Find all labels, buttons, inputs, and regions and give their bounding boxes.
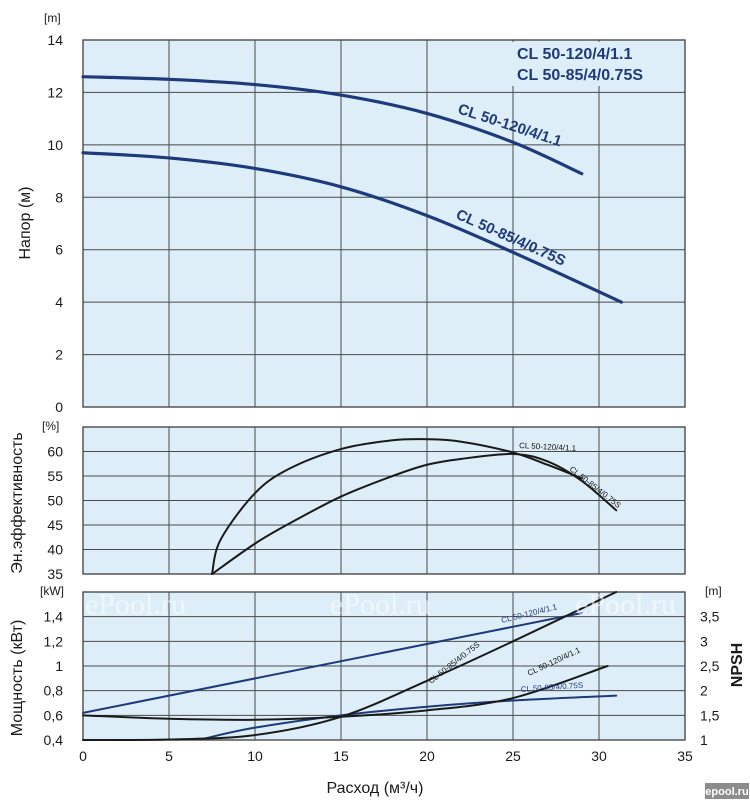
y2-tick-label: 2,5 [700, 658, 720, 674]
y-unit-power: [kW] [40, 584, 64, 598]
x-tick-label: 15 [333, 748, 349, 764]
x-tick-label: 5 [165, 748, 173, 764]
head-curve-2 [81, 151, 623, 304]
x-tick-label: 0 [79, 748, 87, 764]
brand-badge-text: epool.ru [705, 786, 748, 798]
y-tick-label: 0,8 [44, 683, 64, 699]
y-tick-label: 60 [47, 444, 63, 460]
y-tick-label: 1,2 [44, 633, 64, 649]
y-tick-label: 8 [55, 189, 63, 205]
watermark-text-fragment: ru [0, 588, 25, 621]
y-tick-label: 55 [47, 468, 63, 484]
y2-axis-title-npsh: NPSH [729, 643, 746, 687]
legend-entry: CL 50-85/4/0.75S [517, 67, 643, 84]
watermark-text: ePool.ru [85, 588, 186, 621]
x-axis-title: Расход (м³/ч) [327, 780, 424, 797]
y-tick-label: 35 [47, 566, 63, 582]
y-tick-label: 50 [47, 493, 63, 509]
y-tick-label: 40 [47, 542, 63, 558]
y-axis-title-head: Напор (м) [17, 186, 34, 259]
y-tick-label: 14 [47, 32, 63, 48]
y-tick-label: 0,4 [44, 732, 64, 748]
y2-tick-label: 1 [700, 732, 708, 748]
watermark-text: ePool.ru [330, 588, 431, 621]
y-tick-label: 1 [55, 658, 63, 674]
legend-box [511, 42, 683, 86]
power-curve-2 [202, 694, 618, 740]
y-axis-title-power: Мощность (кВт) [9, 620, 26, 737]
x-tick-label: 30 [591, 748, 607, 764]
y-tick-label: 2 [55, 347, 63, 363]
x-tick-label: 25 [505, 748, 521, 764]
y-unit-head: [m] [44, 11, 61, 25]
y2-tick-label: 1,5 [700, 707, 720, 723]
y-tick-label: 4 [55, 294, 63, 310]
efficiency-curve-label-1: CL 50-120/4/1.1 [519, 441, 577, 453]
x-tick-label: 35 [677, 748, 693, 764]
y2-tick-label: 2 [700, 683, 708, 699]
plot-panel-1 [82, 39, 686, 408]
npsh-curve-4 [82, 591, 618, 742]
x-tick-label: 10 [247, 748, 263, 764]
y-tick-label: 10 [47, 137, 63, 153]
y-tick-label: 0,6 [44, 707, 64, 723]
y-tick-label: 1,4 [44, 609, 64, 625]
y-axis-title-efficiency: Эн.эффективность [9, 432, 26, 574]
head-curve-1 [81, 75, 584, 176]
y-tick-label: 0 [55, 399, 63, 415]
brand-badge [705, 783, 749, 799]
y-tick-label: 45 [47, 517, 63, 533]
y-tick-label: 6 [55, 242, 63, 258]
efficiency-curve-2 [211, 452, 618, 575]
x-tick-label: 20 [419, 748, 435, 764]
y-tick-label: 12 [47, 84, 63, 100]
y2-tick-label: 3,5 [700, 609, 720, 625]
legend-entry: CL 50-120/4/1.1 [517, 46, 632, 63]
power-curve-1 [82, 611, 583, 714]
y2-tick-label: 3 [700, 633, 708, 649]
y-unit-efficiency: [%] [42, 419, 59, 433]
y2-unit-npsh: [m] [705, 584, 722, 598]
watermark-text: ePool.ru [575, 588, 676, 621]
power-curve-label-2: CL 50-85/4/0.75S [521, 681, 584, 694]
